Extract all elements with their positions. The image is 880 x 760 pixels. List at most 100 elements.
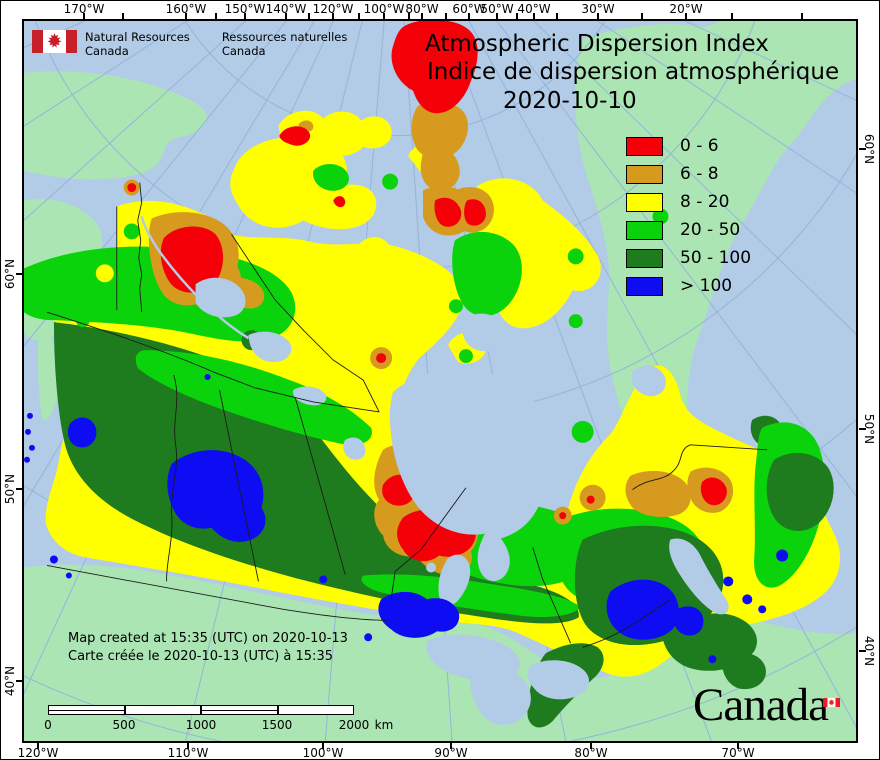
longitude-label: 40°W xyxy=(517,2,551,16)
map-title-en: Atmospheric Dispersion Index xyxy=(425,31,769,57)
legend-swatch-50-100 xyxy=(626,248,663,268)
axis-tick xyxy=(641,13,643,20)
axis-tick xyxy=(332,13,334,20)
longitude-label: 80°W xyxy=(574,746,608,760)
longitude-label: 70°W xyxy=(721,746,755,760)
longitude-label: 60°W xyxy=(452,2,486,16)
longitude-label: 30°W xyxy=(581,2,615,16)
axis-tick xyxy=(590,742,592,749)
nrcan-logo: Natural Resources Canada Ressources natur… xyxy=(32,30,347,58)
axis-tick xyxy=(421,13,423,20)
map-canvas xyxy=(24,21,856,741)
map-title-fr: Indice de dispersion atmosphérique xyxy=(427,59,840,85)
scale-label: 1500 xyxy=(261,718,293,732)
legend-label: 50 - 100 xyxy=(680,248,752,268)
yellow-pocket xyxy=(95,264,114,283)
longitude-label: 100°W xyxy=(302,746,344,760)
scale-bar: 0 500 1000 1500 2000 km xyxy=(44,705,393,735)
axis-tick xyxy=(285,13,287,20)
longitude-label: 170°W xyxy=(63,2,105,16)
region-adi-0-6 xyxy=(127,21,727,595)
legend-label: > 100 xyxy=(680,276,733,296)
scale-bar-segment xyxy=(277,705,354,715)
legend-label: 20 - 50 xyxy=(680,220,741,240)
longitude-label: 80°W xyxy=(405,2,439,16)
scale-label: 500 xyxy=(112,718,136,732)
axis-tick xyxy=(244,13,246,20)
longitude-label: 20°W xyxy=(669,2,703,16)
axis-tick xyxy=(737,742,739,749)
axis-tick xyxy=(859,148,866,150)
legend-swatch-6-8 xyxy=(626,164,663,184)
axis-tick xyxy=(597,13,599,20)
map-date: 2020-10-10 xyxy=(503,88,637,114)
axis-tick xyxy=(122,13,124,20)
longitude-label: 120°W xyxy=(312,2,354,16)
axis-tick xyxy=(801,13,803,20)
legend-swatch-8-20 xyxy=(626,192,663,212)
longitude-label: 160°W xyxy=(165,2,207,16)
island-anticosti xyxy=(720,516,749,535)
axis-tick xyxy=(496,13,498,20)
province-borders xyxy=(46,182,768,648)
wordmark-flag-icon xyxy=(823,692,840,711)
latitude-label: 40°N xyxy=(862,635,876,667)
legend-label: 8 - 20 xyxy=(680,192,730,212)
axis-tick xyxy=(358,13,360,20)
map-frame xyxy=(22,19,858,743)
axis-tick xyxy=(308,13,310,20)
axis-tick xyxy=(16,273,23,275)
canada-wordmark: Canada xyxy=(693,679,829,731)
latitude-label: 50°N xyxy=(862,413,876,445)
longitude-label: 50°W xyxy=(480,2,514,16)
axis-tick xyxy=(185,13,187,20)
legend: 0 - 6 6 - 8 8 - 20 20 - 50 50 - 100 > 10… xyxy=(626,132,751,300)
axis-tick xyxy=(556,13,558,20)
scale-label: 1000 xyxy=(185,718,217,732)
lakes xyxy=(140,216,729,725)
axis-tick xyxy=(215,13,217,20)
scale-bar-segment xyxy=(124,705,201,715)
axis-tick xyxy=(468,13,470,20)
axis-tick xyxy=(37,742,39,749)
creation-note-fr: Carte créée le 2020-10-13 (UTC) à 15:35 xyxy=(68,648,333,664)
nrcan-logo-text-fr: Ressources naturelles Canada xyxy=(221,30,348,58)
longitude-label: 90°W xyxy=(434,746,468,760)
axis-tick xyxy=(731,13,733,20)
longitude-label: 100°W xyxy=(363,2,405,16)
region-adi-over-100 xyxy=(24,374,789,664)
axis-tick xyxy=(16,488,23,490)
scale-bar-graphic xyxy=(48,705,354,715)
axis-tick xyxy=(685,13,687,20)
legend-row: 8 - 20 xyxy=(626,188,751,216)
latitude-label: 50°N xyxy=(3,473,17,505)
axis-tick xyxy=(408,13,410,20)
axis-tick xyxy=(450,742,452,749)
longitude-label: 120°W xyxy=(17,746,59,760)
axis-tick xyxy=(516,13,518,20)
legend-label: 0 - 6 xyxy=(680,136,719,156)
scale-label: 2000 xyxy=(338,718,370,732)
axis-tick xyxy=(83,13,85,20)
legend-swatch-0-6 xyxy=(626,136,663,156)
canada-flag-icon xyxy=(32,30,77,58)
legend-row: 50 - 100 xyxy=(626,244,751,272)
scale-unit: km xyxy=(374,718,394,732)
longitude-label: 110°W xyxy=(167,746,209,760)
legend-row: 0 - 6 xyxy=(626,132,751,160)
nrcan-logo-text-en: Natural Resources Canada xyxy=(85,30,190,58)
axis-tick xyxy=(859,650,866,652)
axis-tick xyxy=(322,742,324,749)
scale-label: 0 xyxy=(44,718,52,732)
scale-bar-segment xyxy=(201,705,278,715)
legend-row: 6 - 8 xyxy=(626,160,751,188)
axis-tick xyxy=(187,742,189,749)
legend-swatch-20-50 xyxy=(626,220,663,240)
legend-swatch-over-100 xyxy=(626,276,663,296)
creation-note-en: Map created at 15:35 (UTC) on 2020-10-13 xyxy=(68,631,348,646)
longitude-label: 150°W xyxy=(224,2,266,16)
axis-tick xyxy=(445,13,447,20)
axis-tick xyxy=(383,13,385,20)
axis-tick xyxy=(16,680,23,682)
